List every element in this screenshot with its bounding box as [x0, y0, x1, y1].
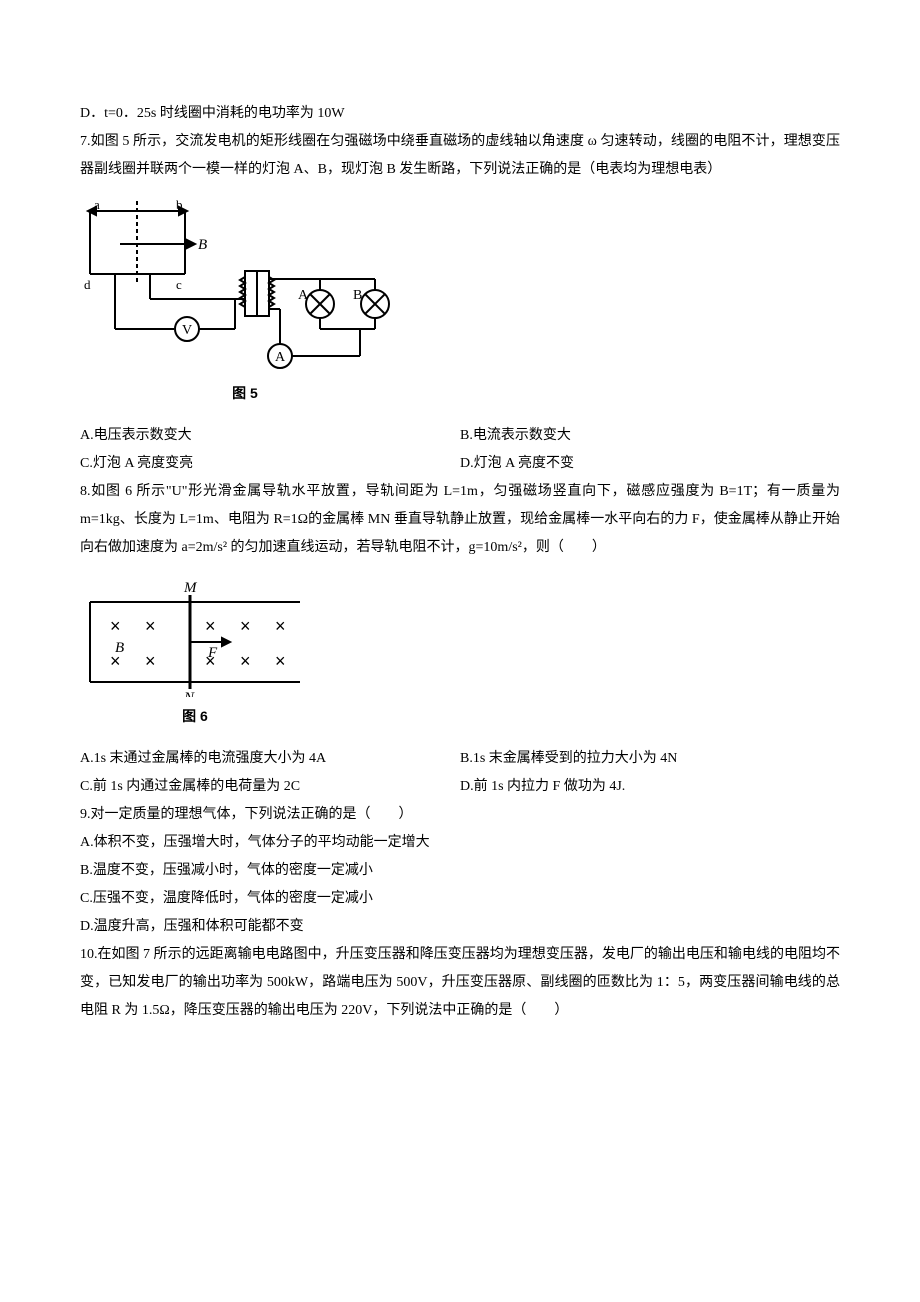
q7-option-d: D.灯泡 A 亮度不变: [460, 450, 840, 478]
svg-text:×: ×: [275, 616, 286, 636]
svg-text:×: ×: [110, 616, 121, 636]
q9-option-b: B.温度不变，压强减小时，气体的密度一定减小: [80, 857, 840, 885]
label-a: a: [94, 199, 100, 212]
svg-text:×: ×: [145, 651, 156, 671]
label-F: F: [207, 645, 218, 661]
svg-text:×: ×: [205, 616, 216, 636]
figure-5-label: 图 5: [80, 379, 410, 407]
q9-option-d: D.温度升高，压强和体积可能都不变: [80, 913, 840, 941]
q8-option-a: A.1s 末通过金属棒的电流强度大小为 4A: [80, 745, 460, 773]
label-M: M: [183, 580, 198, 596]
ammeter-label: A: [275, 350, 286, 365]
q7-figure-container: a b c d B V: [80, 199, 840, 407]
q7-options-row2: C.灯泡 A 亮度变亮 D.灯泡 A 亮度不变: [80, 450, 840, 478]
label-c: c: [176, 277, 182, 292]
svg-text:×: ×: [145, 616, 156, 636]
q8-option-c: C.前 1s 内通过金属棒的电荷量为 2C: [80, 773, 460, 801]
q7-options-row1: A.电压表示数变大 B.电流表示数变大: [80, 422, 840, 450]
q8-option-d: D.前 1s 内拉力 F 做功为 4J.: [460, 773, 840, 801]
svg-text:×: ×: [240, 616, 251, 636]
q9-stem: 9.对一定质量的理想气体，下列说法正确的是（ ）: [80, 801, 840, 829]
label-d: d: [84, 277, 91, 292]
svg-text:×: ×: [275, 651, 286, 671]
lamp-b-label: B: [353, 288, 362, 303]
q8-figure-container: ×× ××× ×× ××× M N B F 图 6: [80, 577, 840, 730]
q7-option-b: B.电流表示数变大: [460, 422, 840, 450]
lamp-a-label: A: [298, 288, 309, 303]
q9-option-a: A.体积不变，压强增大时，气体分子的平均动能一定增大: [80, 829, 840, 857]
figure-6-rail: ×× ××× ×× ××× M N B F: [80, 577, 310, 697]
svg-text:×: ×: [240, 651, 251, 671]
q7-option-c: C.灯泡 A 亮度变亮: [80, 450, 460, 478]
q6-option-d: D．t=0．25s 时线圈中消耗的电功率为 10W: [80, 100, 840, 128]
q10-stem: 10.在如图 7 所示的远距离输电电路图中，升压变压器和降压变压器均为理想变压器…: [80, 941, 840, 1025]
q8-stem: 8.如图 6 所示"U"形光滑金属导轨水平放置，导轨间距为 L=1m，匀强磁场竖…: [80, 478, 840, 562]
q7-option-a: A.电压表示数变大: [80, 422, 460, 450]
voltmeter-label: V: [182, 323, 192, 338]
label-b: b: [176, 199, 183, 212]
q9-option-c: C.压强不变，温度降低时，气体的密度一定减小: [80, 885, 840, 913]
label-N: N: [183, 690, 195, 697]
q8-option-b: B.1s 末金属棒受到的拉力大小为 4N: [460, 745, 840, 773]
q8-options-row2: C.前 1s 内通过金属棒的电荷量为 2C D.前 1s 内拉力 F 做功为 4…: [80, 773, 840, 801]
figure-5-circuit: a b c d B V: [80, 199, 410, 374]
figure-6-label: 图 6: [80, 702, 310, 730]
q7-stem: 7.如图 5 所示，交流发电机的矩形线圈在匀强磁场中绕垂直磁场的虚线轴以角速度 …: [80, 128, 840, 184]
q8-options-row1: A.1s 末通过金属棒的电流强度大小为 4A B.1s 末金属棒受到的拉力大小为…: [80, 745, 840, 773]
label-B-q8: B: [115, 640, 124, 656]
label-B-field: B: [198, 237, 207, 253]
